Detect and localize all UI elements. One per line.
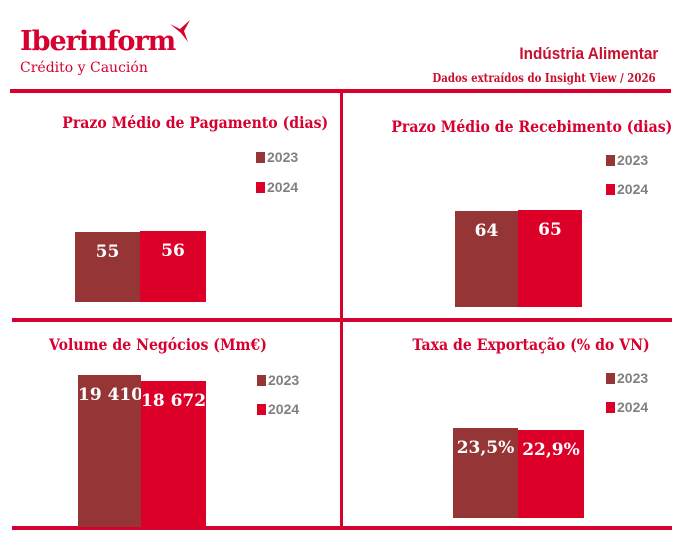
legend-item-2024: 2024 [257,401,299,417]
bar-2024: 65 [518,209,582,307]
bar-2024: 18 672 [141,380,207,527]
legend-swatch [256,151,265,163]
legend-swatch [606,401,615,413]
bar-value-label: 56 [161,240,185,261]
report-subtitle: Dados extraídos do Insight View / 2026 [432,71,656,85]
legend-swatch [257,374,266,386]
plane-logo-icon [170,20,190,42]
legend-swatch [256,181,265,193]
chart-title-payment: Prazo Médio de Pagamento (dias) [62,113,328,132]
bar-2023: 64 [455,211,518,307]
logo: Iberinform [20,26,176,57]
legend-label: 2023 [267,149,299,165]
legend-label: 2024 [617,399,649,415]
legend-swatch [606,154,615,166]
legend-item-2023: 2023 [606,152,648,168]
logo-subtitle: Crédito y Caución [20,60,148,76]
legend-item-2024: 2024 [256,179,298,195]
legend-swatch [606,183,615,195]
legend-label: 2023 [617,370,649,386]
legend-item-2024: 2024 [606,181,648,197]
bar-value-label: 19 410 [78,385,144,406]
legend-swatch [606,372,615,384]
bar-2023: 55 [75,232,140,302]
legend-item-2023: 2023 [257,372,299,388]
report-title: Indústria Alimentar [519,44,658,63]
bar-2023: 23,5% [453,427,518,518]
bar-value-label: 18 672 [141,390,207,411]
legend-label: 2023 [617,152,649,168]
legend-label: 2023 [268,372,300,388]
bar-value-label: 23,5% [456,437,515,458]
bar-2024: 22,9% [518,430,584,518]
divider-vertical [340,90,343,530]
bar-value-label: 64 [474,221,499,241]
legend-label: 2024 [268,401,300,417]
bar-2024: 56 [140,230,206,302]
legend-swatch [257,403,266,415]
bar-value-label: 22,9% [522,440,580,461]
legend-label: 2024 [267,179,299,195]
bar-value-label: 65 [538,219,562,240]
legend-item-2024: 2024 [606,399,648,415]
chart-title-export: Taxa de Exportação (% do VN) [412,335,650,354]
chart-title-turnover: Volume de Negócios (Mm€) [49,335,267,354]
legend-item-2023: 2023 [256,149,298,165]
legend-item-2023: 2023 [606,370,648,386]
bar-value-label: 55 [95,242,120,263]
legend-label: 2024 [617,181,649,197]
chart-title-receivables: Prazo Médio de Recebimento (dias) [391,117,672,136]
bar-2023: 19 410 [78,375,144,527]
